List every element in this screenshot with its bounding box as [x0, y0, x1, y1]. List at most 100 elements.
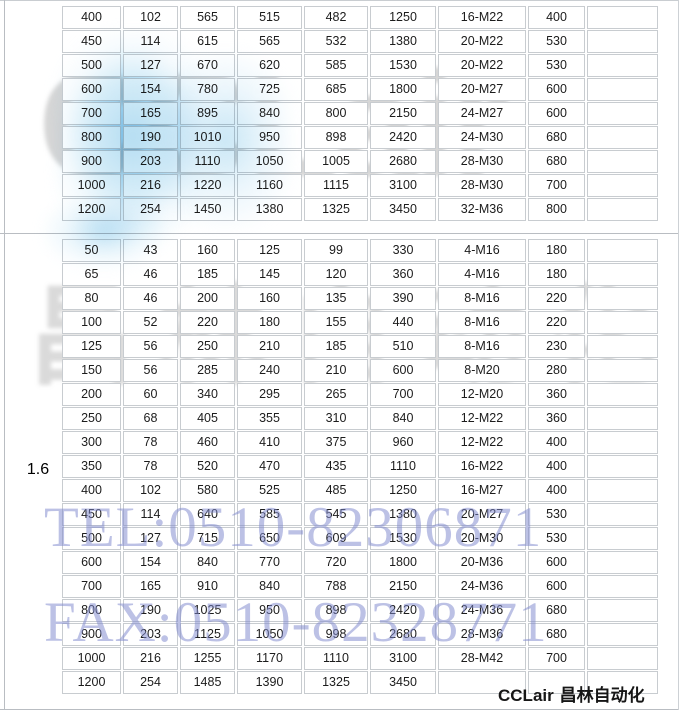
table-cell: 565: [180, 6, 235, 29]
table-cell: 725: [237, 78, 302, 101]
table-cell: 210: [304, 359, 368, 382]
table-cell: 650: [237, 527, 302, 550]
table-cell: 99: [304, 239, 368, 262]
table-cell: 600: [528, 575, 585, 598]
table-cell: 2150: [370, 102, 436, 125]
table-cell: 720: [304, 551, 368, 574]
table-cell: 900: [62, 150, 121, 173]
table-cell: 165: [123, 575, 178, 598]
table-cell-empty: [587, 126, 658, 149]
table-cell: 620: [237, 54, 302, 77]
table-cell: 1450: [180, 198, 235, 221]
table-row: 80 46 200 160 135 390 8-M16 220: [62, 287, 658, 310]
table-cell: 125: [62, 335, 121, 358]
table-cell-empty: [587, 30, 658, 53]
table-cell: 285: [180, 359, 235, 382]
table-cell: 3450: [370, 671, 436, 694]
frame-section-divider: [0, 233, 679, 234]
table-cell: 220: [528, 311, 585, 334]
table-row: 800 190 1025 950 898 2420 24-M36 680: [62, 599, 658, 622]
table-cell: 52: [123, 311, 178, 334]
table-cell: 1390: [237, 671, 302, 694]
table-cell: 360: [370, 263, 436, 286]
table-cell: 16-M27: [438, 479, 526, 502]
table-cell-empty: [587, 311, 658, 334]
table-cell-none: [438, 671, 526, 694]
table-cell: 1110: [304, 647, 368, 670]
table-cell: 1250: [370, 479, 436, 502]
table-cell: 410: [237, 431, 302, 454]
table-cell: 470: [237, 455, 302, 478]
table-cell: 700: [528, 647, 585, 670]
table-cell: 485: [304, 479, 368, 502]
table-cell: 530: [528, 527, 585, 550]
table-cell: 640: [180, 503, 235, 526]
table-cell: 360: [528, 407, 585, 430]
table-cell: 24-M27: [438, 102, 526, 125]
table-cell: 28-M30: [438, 150, 526, 173]
table-cell: 220: [528, 287, 585, 310]
table-cell: 482: [304, 6, 368, 29]
table-cell-empty: [587, 407, 658, 430]
table-cell: 350: [62, 455, 121, 478]
table-cell-empty: [587, 431, 658, 454]
table-row: 900 203 1110 1050 1005 2680 28-M30 680: [62, 150, 658, 173]
table-cell: 1380: [237, 198, 302, 221]
table-cell: 150: [62, 359, 121, 382]
table-cell: 950: [237, 126, 302, 149]
table-cell: 615: [180, 30, 235, 53]
table-cell: 700: [62, 575, 121, 598]
table-cell-empty: [587, 6, 658, 29]
table-row: 400 102 580 525 485 1250 16-M27 400: [62, 479, 658, 502]
frame-bottom-line: [0, 709, 679, 710]
frame-left-line: [4, 0, 5, 710]
table-row: 700 165 895 840 800 2150 24-M27 600: [62, 102, 658, 125]
table-cell: 700: [62, 102, 121, 125]
table-cell: 65: [62, 263, 121, 286]
table-cell-empty: [587, 623, 658, 646]
table-row: 150 56 285 240 210 600 8-M20 280: [62, 359, 658, 382]
table-cell: 600: [370, 359, 436, 382]
table-cell: 20-M22: [438, 54, 526, 77]
table-cell: 310: [304, 407, 368, 430]
table-cell: 600: [528, 551, 585, 574]
table-cell: 28-M30: [438, 174, 526, 197]
table-row: 50 43 160 125 99 330 4-M16 180: [62, 239, 658, 262]
table-cell-empty: [587, 503, 658, 526]
table-row: 1000 216 1255 1170 1110 3100 28-M42 700: [62, 647, 658, 670]
table-cell-none: [528, 671, 585, 694]
table-cell: 56: [123, 359, 178, 382]
table-cell-empty: [587, 599, 658, 622]
table-cell-empty: [587, 335, 658, 358]
table-cell: 8-M20: [438, 359, 526, 382]
table-cell: 1800: [370, 551, 436, 574]
table-cell: 532: [304, 30, 368, 53]
table-cell: 1530: [370, 527, 436, 550]
table-cell: 135: [304, 287, 368, 310]
spec-table-bottom: 50 43 160 125 99 330 4-M16 180 65 46 185 145 120 360 4…: [60, 238, 660, 695]
table-cell: 254: [123, 198, 178, 221]
table-cell: 1160: [237, 174, 302, 197]
table-cell-empty: [587, 551, 658, 574]
table-cell: 12-M22: [438, 431, 526, 454]
table-cell: 1115: [304, 174, 368, 197]
table-cell: 160: [237, 287, 302, 310]
table-cell: 1220: [180, 174, 235, 197]
table-cell: 250: [62, 407, 121, 430]
table-cell: 3100: [370, 174, 436, 197]
table-cell: 240: [237, 359, 302, 382]
table-cell-empty: [587, 150, 658, 173]
table-cell: 1800: [370, 78, 436, 101]
table-cell: 20-M27: [438, 78, 526, 101]
table-cell: 125: [237, 239, 302, 262]
table-cell: 24-M36: [438, 599, 526, 622]
table-cell: 265: [304, 383, 368, 406]
table-cell-empty: [587, 198, 658, 221]
table-cell: 1125: [180, 623, 235, 646]
table-cell: 8-M16: [438, 287, 526, 310]
table-cell: 20-M27: [438, 503, 526, 526]
table-cell: 100: [62, 311, 121, 334]
table-cell: 840: [237, 575, 302, 598]
table-cell-empty: [587, 455, 658, 478]
table-cell: 1010: [180, 126, 235, 149]
